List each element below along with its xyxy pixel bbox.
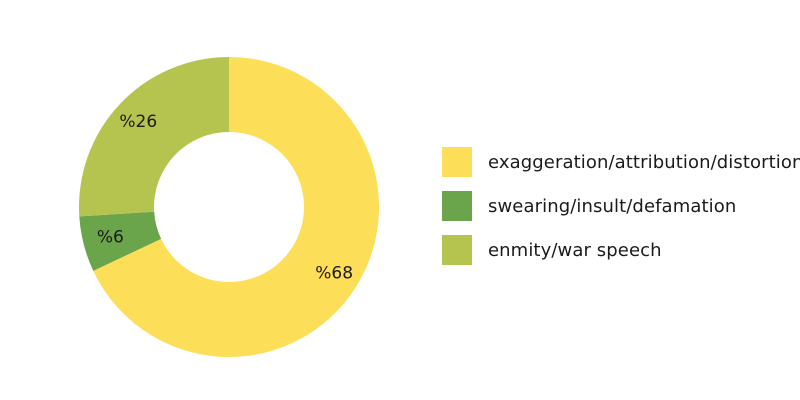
- legend-label-exaggeration: exaggeration/attribution/distortion: [488, 151, 800, 173]
- data-label-exaggeration: %68: [315, 264, 353, 284]
- legend-swatch-exaggeration: [442, 147, 472, 177]
- slice-swearing: [79, 211, 162, 271]
- legend-item-enmity: enmity/war speech: [442, 228, 800, 272]
- legend-swatch-enmity: [442, 235, 472, 265]
- slice-enmity: [79, 57, 229, 217]
- data-label-swearing: %6: [97, 227, 124, 247]
- legend-label-enmity: enmity/war speech: [488, 239, 662, 261]
- legend-label-swearing: swearing/insult/defamation: [488, 195, 737, 217]
- legend-item-exaggeration: exaggeration/attribution/distortion: [442, 140, 800, 184]
- legend-item-swearing: swearing/insult/defamation: [442, 184, 800, 228]
- legend: exaggeration/attribution/distortion swea…: [442, 140, 800, 272]
- slice-exaggeration: [93, 57, 379, 357]
- data-label-enmity: %26: [119, 112, 157, 132]
- legend-swatch-swearing: [442, 191, 472, 221]
